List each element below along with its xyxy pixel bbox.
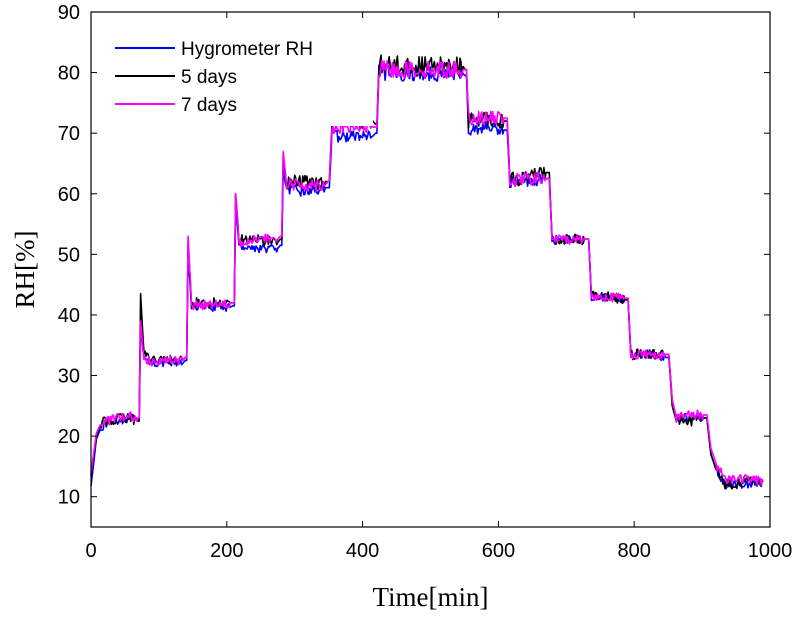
- x-tick-label: 600: [482, 540, 515, 562]
- plot-lines: [90, 54, 764, 490]
- x-tick-label: 200: [210, 540, 243, 562]
- y-tick-label: 50: [58, 244, 80, 266]
- legend-label-7-days: 7 days: [181, 95, 237, 116]
- plot-frame: [90, 11, 771, 528]
- y-tick-label: 70: [58, 123, 80, 145]
- y-axis: 10 20 30 40 50 60 70 80 90: [58, 2, 770, 509]
- x-axis-label: Time[min]: [372, 582, 488, 612]
- y-axis-label: RH[%]: [10, 231, 40, 309]
- legend-label-hygrometer-rh: Hygrometer RH: [181, 39, 313, 60]
- x-tick-label: 0: [85, 540, 96, 562]
- legend-label-5-days: 5 days: [181, 67, 237, 88]
- x-tick-label: 800: [618, 540, 651, 562]
- y-tick-label: 60: [58, 184, 80, 206]
- series-line-2: [90, 60, 764, 486]
- y-tick-label: 30: [58, 366, 80, 388]
- x-tick-label: 1000: [748, 540, 793, 562]
- y-tick-label: 20: [58, 426, 80, 448]
- x-axis: 0 200 400 600 800 1000: [85, 12, 792, 562]
- y-tick-label: 40: [58, 305, 80, 327]
- legend: Hygrometer RH 5 days 7 days: [103, 28, 373, 126]
- y-tick-label: 10: [58, 487, 80, 509]
- y-tick-label: 80: [58, 63, 80, 85]
- y-tick-label: 90: [58, 2, 80, 24]
- x-tick-label: 400: [346, 540, 379, 562]
- series-line-0: [90, 64, 764, 490]
